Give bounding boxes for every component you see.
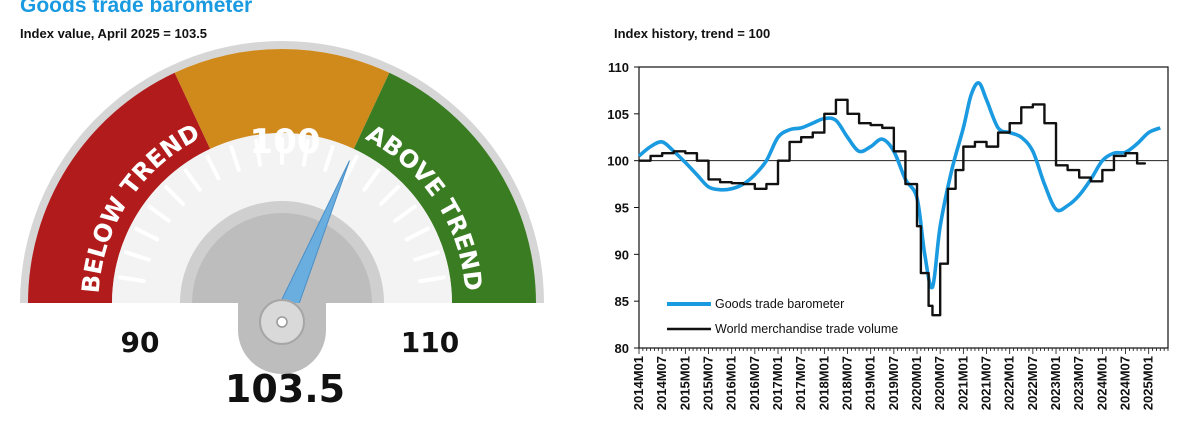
x-tick-label: 2016M01 bbox=[724, 356, 739, 410]
x-tick-label: 2025M01 bbox=[1141, 356, 1156, 410]
series-line-trade-volume bbox=[639, 98, 1147, 317]
y-tick-label: 90 bbox=[615, 247, 629, 262]
y-tick-label: 105 bbox=[607, 107, 629, 122]
plot-area: 80 85 90 95 100 105 110 2014M01 2014M07 2015M01 20… bbox=[607, 60, 1169, 410]
gauge-tick bbox=[183, 168, 202, 192]
center-zone bbox=[174, 48, 390, 149]
gauge-subtitle: Index value, April 2025 = 103.5 bbox=[20, 26, 208, 41]
x-tick-label: 2018M07 bbox=[840, 356, 855, 410]
gauge-min-label: 90 bbox=[121, 326, 160, 359]
x-tick-label: 2016M07 bbox=[747, 356, 762, 410]
gauge-max-label: 110 bbox=[401, 326, 459, 359]
gauge-tick bbox=[147, 204, 171, 223]
x-tick-label: 2014M07 bbox=[654, 356, 669, 410]
x-tick-label: 2015M07 bbox=[701, 356, 716, 410]
x-tick-label: 2022M07 bbox=[1025, 356, 1040, 410]
x-tick-label: 2020M07 bbox=[932, 356, 947, 410]
gauge-tick bbox=[362, 168, 381, 192]
gauge-tick bbox=[205, 154, 221, 181]
x-tick-label: 2021M01 bbox=[955, 356, 970, 410]
gauge-tick bbox=[343, 154, 359, 181]
legend-label: World merchandise trade volume bbox=[715, 322, 898, 336]
gauge-pivot-center bbox=[276, 316, 288, 328]
x-tick-label: 2024M01 bbox=[1094, 356, 1109, 410]
gauge-tick bbox=[323, 145, 335, 172]
gauge-tick bbox=[404, 226, 431, 242]
gauge-value-label: 103.5 bbox=[225, 367, 345, 411]
x-tick-label: 2021M07 bbox=[979, 356, 994, 410]
history-chart: 80 85 90 95 100 105 110 2014M01 2014M07 2015M01 20… bbox=[607, 60, 1169, 410]
chart-title: Index history, trend = 100 bbox=[614, 26, 771, 41]
x-tick-label: 2023M07 bbox=[1071, 356, 1086, 410]
gauge-tick bbox=[378, 185, 400, 207]
x-tick-label: 2017M07 bbox=[793, 356, 808, 410]
x-tick-label: 2019M01 bbox=[863, 356, 878, 410]
y-tick-label: 80 bbox=[615, 341, 629, 356]
gauge-tick bbox=[254, 139, 263, 167]
x-tick-label: 2014M01 bbox=[631, 356, 646, 410]
x-tick-label: 2024M07 bbox=[1118, 356, 1133, 410]
gauge-tick bbox=[418, 275, 446, 284]
below-trend-zone bbox=[28, 72, 211, 303]
x-tick-label: 2018M01 bbox=[816, 356, 831, 410]
gauge-tick bbox=[413, 250, 440, 262]
series-line-barometer bbox=[637, 81, 1161, 290]
y-tick-label: 110 bbox=[608, 60, 629, 75]
x-tick-label: 2023M01 bbox=[1048, 356, 1063, 410]
x-tick-label: 2020M01 bbox=[909, 356, 924, 410]
gauge-ticks bbox=[118, 137, 446, 284]
above-trend-zone bbox=[353, 72, 536, 303]
y-tick-label: 100 bbox=[607, 154, 629, 169]
gauge-hub-inner bbox=[192, 213, 372, 303]
gauge: BELOW TREND ABOVE TREND 100 90 110 103.5 bbox=[20, 41, 544, 411]
page-title: Goods trade barometer bbox=[20, 0, 253, 17]
x-tick-label: 2019M07 bbox=[886, 356, 901, 410]
center-label: 100 bbox=[250, 122, 321, 162]
gauge-tick bbox=[164, 185, 186, 207]
gauge-tick bbox=[393, 204, 417, 223]
x-tick-label: 2022M01 bbox=[1002, 356, 1017, 410]
y-tick-label: 85 bbox=[615, 294, 629, 309]
gauge-tick bbox=[124, 250, 151, 262]
x-tick-label: 2015M01 bbox=[677, 356, 692, 410]
gauge-tick bbox=[133, 226, 160, 242]
legend-label: Goods trade barometer bbox=[715, 297, 844, 311]
gauge-tick bbox=[229, 145, 241, 172]
x-tick-label: 2017M01 bbox=[770, 356, 785, 410]
y-tick-label: 95 bbox=[615, 201, 629, 216]
gauge-tick bbox=[301, 139, 310, 167]
gauge-tick bbox=[118, 275, 146, 284]
